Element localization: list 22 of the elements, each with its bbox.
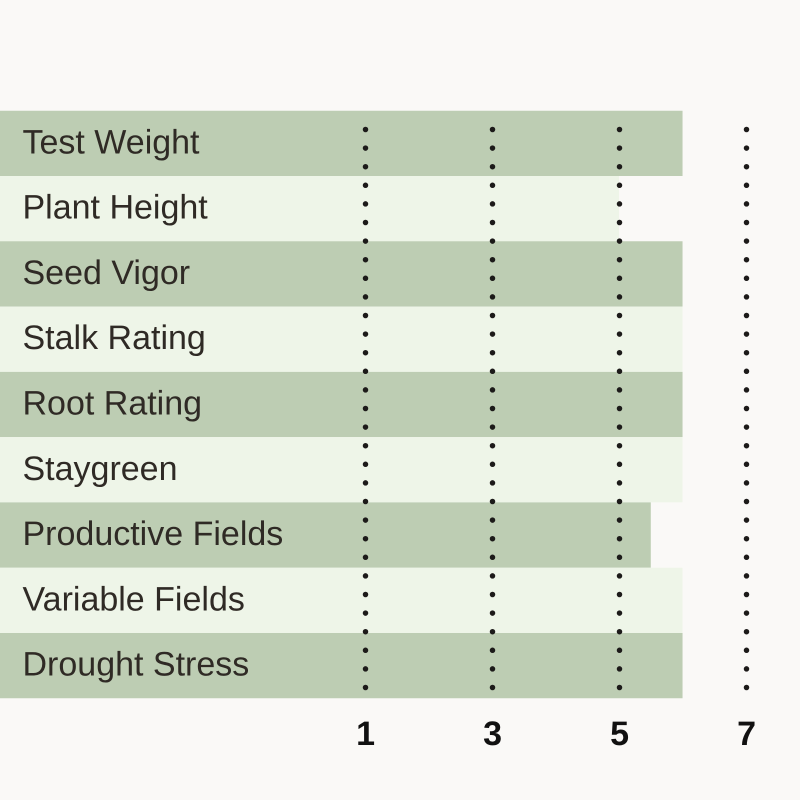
bar [0,306,683,372]
bar [0,176,620,242]
x-tick-label: 7 [737,714,756,753]
bar [0,110,683,176]
x-tick-label: 5 [610,714,630,753]
y-tick-label: Staygreen [22,450,178,488]
bar [0,568,683,634]
y-tick-label: Plant Height [22,188,208,227]
y-tick-label: Seed Vigor [22,254,190,292]
y-tick-label: Productive Fields [22,515,284,554]
bar [0,241,683,307]
y-tick-label: Root Rating [22,384,202,422]
bar [0,437,683,502]
y-tick-label: Test Weight [22,123,200,162]
x-tick-label: 1 [356,714,376,753]
y-tick-label: Drought Stress [22,646,250,684]
x-tick-label: 3 [483,714,502,753]
bar [0,633,683,698]
y-tick-label: Stalk Rating [22,319,206,358]
bar [0,372,683,438]
bar [0,502,651,568]
y-tick-label: Variable Fields [22,580,245,618]
